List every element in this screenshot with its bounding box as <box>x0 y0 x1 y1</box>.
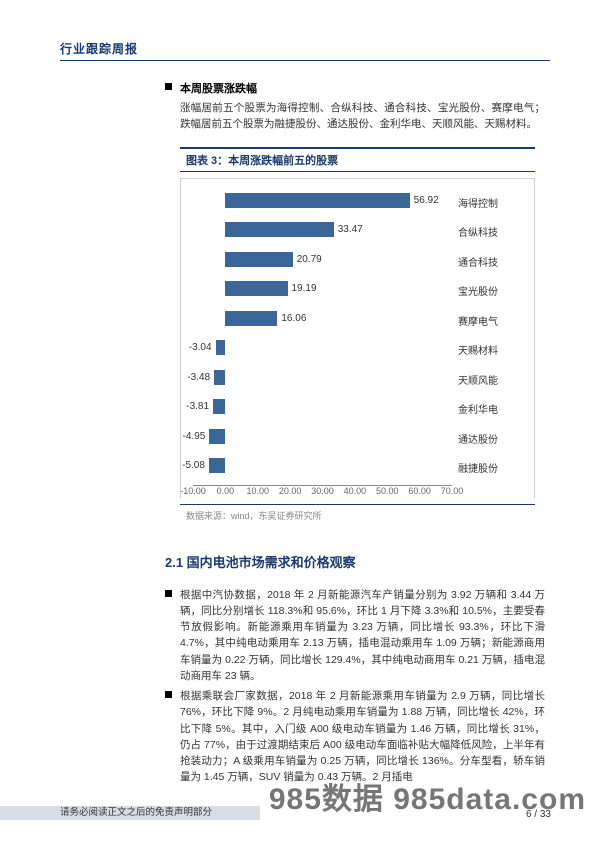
chart-bar-name: 宝光股份 <box>458 283 528 298</box>
chart-bar-row: -3.04天赐材料 <box>193 336 452 366</box>
chart-tick: 40.00 <box>344 486 367 496</box>
chart-bar-name: 天赐材料 <box>458 342 528 357</box>
watermark: 985数据 985data.com <box>269 774 586 818</box>
content-area: 本周股票涨跌幅 涨幅居前五个股票为海得控制、合纵科技、通合科技、宝光股份、赛摩电… <box>165 80 545 790</box>
chart-bars: 56.92海得控制33.47合纵科技20.79通合科技19.19宝光股份16.0… <box>193 189 452 485</box>
square-bullet-icon <box>165 691 172 698</box>
chart-bar-row: -5.08融捷股份 <box>193 454 452 484</box>
chart-bar-value: -5.08 <box>182 460 205 471</box>
chart-bar <box>216 340 226 355</box>
chart-bar <box>209 429 225 444</box>
chart-bar <box>209 458 225 473</box>
chart-bar-name: 融捷股份 <box>458 460 528 475</box>
chart-bar-value: -4.95 <box>183 431 206 442</box>
chart-bar-row: 33.47合纵科技 <box>193 218 452 248</box>
chart-bar-value: 33.47 <box>338 224 363 235</box>
chart-bar-row: -3.48天顺风能 <box>193 366 452 396</box>
chart-source: 数据来源：wind，东吴证券研究所 <box>186 509 545 522</box>
chart-tick: 70.00 <box>441 486 464 496</box>
chart-bar-name: 金利华电 <box>458 401 528 416</box>
chart-bar-name: 合纵科技 <box>458 224 528 239</box>
chart-bar-value: 19.19 <box>292 283 317 294</box>
chart-bar-value: -3.04 <box>189 342 212 353</box>
chart-container: 图表 3：本周涨跌幅前五的股票 56.92海得控制33.47合纵科技20.79通… <box>180 147 535 498</box>
chart-bar <box>225 281 287 296</box>
section-bullet-row: 本周股票涨跌幅 <box>165 80 545 96</box>
chart-tick: 50.00 <box>376 486 399 496</box>
bullets-container: 根据中汽协数据，2018 年 2 月新能源汽车产销量分别为 3.92 万辆和 3… <box>165 587 545 786</box>
chart-tick: 60.00 <box>408 486 431 496</box>
chart-bar-name: 海得控制 <box>458 195 528 210</box>
chart-bottom-rule <box>180 504 535 505</box>
body-bullet-text: 根据中汽协数据，2018 年 2 月新能源汽车产销量分别为 3.92 万辆和 3… <box>180 587 545 685</box>
chart-bar-value: 16.06 <box>281 313 306 324</box>
footer-disclaimer: 请务必阅读正文之后的免责声明部分 <box>0 806 260 820</box>
chart-bar-row: 56.92海得控制 <box>193 189 452 219</box>
chart-bar-row: -4.95通达股份 <box>193 425 452 455</box>
chart-plot-area: 56.92海得控制33.47合纵科技20.79通合科技19.19宝光股份16.0… <box>180 178 535 498</box>
chart-bar <box>213 399 225 414</box>
chart-bar-row: 19.19宝光股份 <box>193 277 452 307</box>
chart-bar <box>214 370 225 385</box>
chart-bar <box>225 193 409 208</box>
chart-tick: 0.00 <box>217 486 235 496</box>
chart-tick: 20.00 <box>279 486 302 496</box>
body-bullet-text: 根据乘联会厂家数据，2018 年 2 月新能源乘用车销量为 2.9 万辆，同比增… <box>180 688 545 786</box>
chart-bar <box>225 311 277 326</box>
chart-xaxis-ticks: -10.000.0010.0020.0030.0040.0050.0060.00… <box>193 486 452 498</box>
chart-tick: 30.00 <box>311 486 334 496</box>
intro-paragraph: 涨幅居前五个股票为海得控制、合纵科技、通合科技、宝光股份、赛摩电气；跌幅居前五个… <box>180 100 545 133</box>
page-header-title: 行业跟踪周报 <box>60 40 138 57</box>
chart-bar-value: 20.79 <box>297 254 322 265</box>
chart-bar <box>225 252 292 267</box>
chart-bar-row: 20.79通合科技 <box>193 248 452 278</box>
section-heading: 2.1 国内电池市场需求和价格观察 <box>165 552 545 571</box>
chart-bar-name: 赛摩电气 <box>458 313 528 328</box>
chart-bar-value: -3.81 <box>186 401 209 412</box>
chart-bar-name: 通达股份 <box>458 431 528 446</box>
chart-title: 图表 3：本周涨跌幅前五的股票 <box>180 147 535 172</box>
square-bullet-icon <box>165 590 172 597</box>
chart-bar-row: 16.06赛摩电气 <box>193 307 452 337</box>
header-rule <box>60 60 550 61</box>
chart-bar-name: 通合科技 <box>458 254 528 269</box>
square-bullet-icon <box>165 83 172 90</box>
chart-bar-value: 56.92 <box>414 195 439 206</box>
chart-tick: -10.00 <box>180 486 206 496</box>
section-bullet-title: 本周股票涨跌幅 <box>180 80 257 96</box>
chart-bar-value: -3.48 <box>187 372 210 383</box>
body-bullet-row: 根据中汽协数据，2018 年 2 月新能源汽车产销量分别为 3.92 万辆和 3… <box>165 587 545 685</box>
chart-bar-row: -3.81金利华电 <box>193 395 452 425</box>
chart-bar <box>225 222 333 237</box>
chart-tick: 10.00 <box>246 486 269 496</box>
body-bullet-row: 根据乘联会厂家数据，2018 年 2 月新能源乘用车销量为 2.9 万辆，同比增… <box>165 688 545 786</box>
chart-bar-name: 天顺风能 <box>458 372 528 387</box>
